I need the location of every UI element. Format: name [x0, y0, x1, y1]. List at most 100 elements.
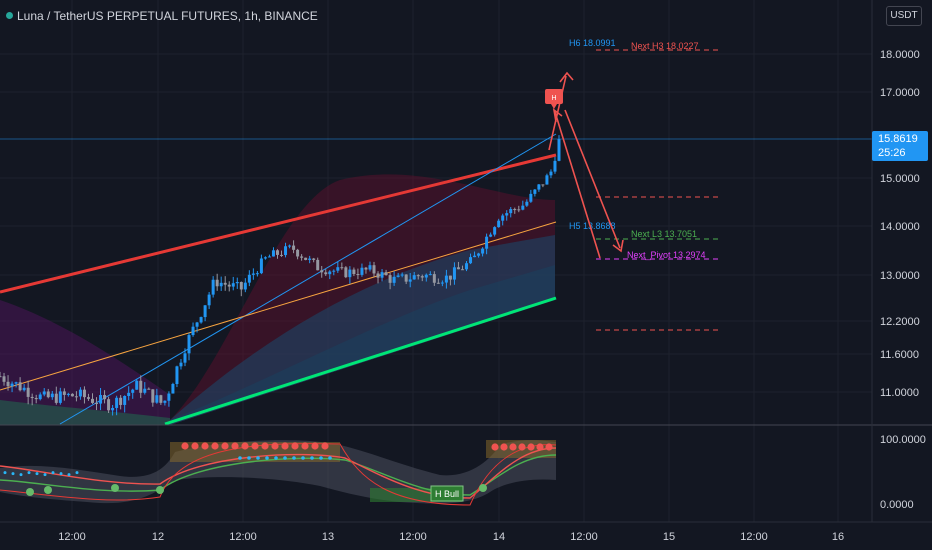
sell-signal-marker[interactable]: H: [545, 89, 563, 109]
candle-body: [6, 381, 10, 387]
candle-body: [191, 326, 195, 336]
candle-body: [477, 253, 481, 256]
candle-body: [485, 236, 489, 249]
oscillator-dot: [241, 442, 249, 450]
oscillator-dot: [311, 442, 319, 450]
candle-body: [179, 362, 183, 367]
candle-body: [404, 274, 408, 282]
time-label: 15: [663, 531, 675, 543]
bull-signal-text: H Bull: [435, 489, 459, 499]
candle-body: [517, 209, 521, 211]
oscillator-dot: [238, 456, 242, 460]
candle-body: [473, 255, 477, 258]
candle-body: [243, 282, 247, 290]
time-label: 14: [493, 531, 505, 543]
oscillator-dot: [67, 473, 71, 477]
candle-body: [384, 272, 388, 276]
candle-body: [324, 272, 328, 275]
oscillator-dot: [111, 484, 119, 492]
candle-body: [380, 272, 384, 278]
candle-body: [448, 275, 452, 280]
candle-body: [340, 267, 344, 269]
trend-line: [59, 133, 557, 425]
candle-body: [119, 397, 123, 405]
chart-title[interactable]: Luna / TetherUS PERPETUAL FUTURES, 1h, B…: [6, 9, 318, 23]
oscillator-dot: [301, 456, 305, 460]
candle-body: [444, 275, 448, 283]
oscillator-dot: [43, 473, 47, 477]
candle-body: [70, 393, 74, 397]
currency-button[interactable]: USDT: [886, 6, 922, 26]
oscillator-dot: [59, 472, 63, 476]
candle-body: [231, 283, 235, 287]
oscillator-dot: [3, 471, 7, 475]
sell-signal-label: H: [551, 95, 556, 102]
time-label: 13: [322, 531, 334, 543]
candle-body: [288, 245, 292, 247]
candle-body: [78, 389, 82, 397]
oscillator-dot: [247, 456, 251, 460]
candle-body: [344, 267, 348, 278]
candle-body: [304, 257, 308, 260]
candle-body: [259, 258, 263, 274]
oscillator-dot: [310, 456, 314, 460]
candle-body: [251, 273, 255, 275]
candle-body: [460, 269, 464, 271]
candle-body: [74, 396, 78, 398]
price-tick: 18.0000: [880, 49, 920, 61]
candle-body: [308, 258, 312, 260]
price-tick: 15.0000: [880, 173, 920, 185]
candle-body: [400, 274, 404, 276]
oscillator-dot: [545, 443, 553, 451]
candle-body: [428, 274, 432, 276]
candle-body: [223, 282, 227, 285]
candle-body: [521, 205, 525, 210]
oscillator-dot: [491, 443, 499, 451]
candle-body: [147, 388, 151, 390]
candle-body: [513, 209, 517, 211]
candle-body: [332, 270, 336, 272]
candle-body: [38, 394, 42, 400]
candle-body: [183, 353, 187, 363]
oscillator-dot: [26, 488, 34, 496]
candle-body: [412, 275, 416, 280]
oscillator-dot: [536, 443, 544, 451]
oscillator-dot: [35, 472, 39, 476]
oscillator-dot: [27, 471, 31, 475]
candle-body: [143, 388, 147, 393]
candle-body: [151, 389, 155, 403]
price-tick: 17.0000: [880, 87, 920, 99]
candle-body: [199, 317, 203, 323]
cloud-bands: [0, 174, 555, 425]
pivot-label-h6: H6 18.0991: [569, 38, 616, 48]
oscillator-dot: [75, 471, 79, 475]
candle-body: [10, 383, 14, 387]
candle-body: [465, 263, 469, 270]
candle-body: [139, 380, 143, 393]
bull-signal-label[interactable]: H Bull: [430, 485, 464, 502]
price-axis-labels: 18.0000 17.0000 15.0000 14.0000 13.0000 …: [880, 49, 926, 511]
market-status-icon: [6, 12, 13, 19]
candle-body: [111, 407, 115, 411]
time-label: 12:00: [399, 531, 427, 543]
oscillator-dot: [19, 473, 23, 477]
candle-body: [155, 395, 159, 403]
symbol-title: Luna / TetherUS PERPETUAL FUTURES, 1h, B…: [17, 9, 318, 23]
candle-body: [541, 184, 545, 186]
candle-body: [219, 282, 223, 287]
candle-body: [239, 281, 243, 290]
price-tick: 13.0000: [880, 270, 920, 282]
price-tick: 14.0000: [880, 221, 920, 233]
candle-body: [525, 201, 529, 206]
candle-body: [275, 250, 279, 255]
candle-body: [296, 249, 300, 257]
time-axis-labels: 12:00 12 12:00 13 12:00 14 12:00 15 12:0…: [58, 531, 844, 543]
candle-body: [46, 391, 50, 398]
candle-body: [263, 257, 267, 259]
candle-body: [247, 274, 251, 283]
bar-countdown: 25:26: [878, 147, 906, 159]
oscillator-dot: [509, 443, 517, 451]
candle-body: [396, 275, 400, 277]
candle-body: [424, 274, 428, 278]
